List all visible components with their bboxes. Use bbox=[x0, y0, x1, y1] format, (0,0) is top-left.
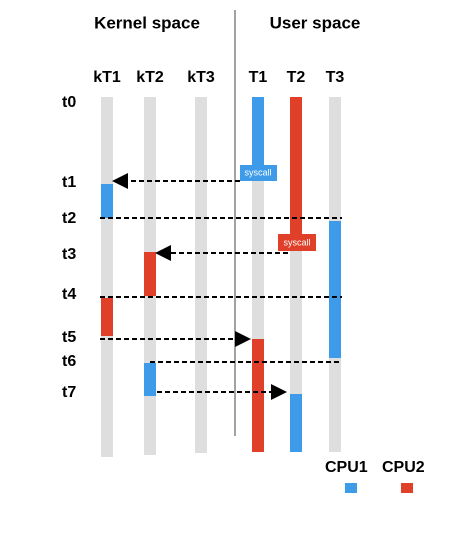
cpu2-segment bbox=[290, 97, 302, 237]
time-label: t5 bbox=[62, 329, 76, 346]
cpu2-segment bbox=[144, 252, 156, 296]
labels: kT1 kT2 kT3 T1 T2 T3 t0 t1 t2 t3 t4 t5 t6 t7 bbox=[62, 69, 344, 401]
cpu2-segment bbox=[252, 339, 264, 452]
cpu1-segment bbox=[252, 97, 264, 173]
time-label: t3 bbox=[62, 246, 76, 263]
user-header: User space bbox=[270, 13, 361, 32]
time-label: t4 bbox=[62, 286, 76, 303]
time-label: t6 bbox=[62, 353, 76, 370]
legend-label: CPU2 bbox=[382, 459, 425, 476]
cpu1-segment bbox=[329, 221, 341, 358]
time-label: t1 bbox=[62, 174, 76, 191]
cpu1-segment bbox=[144, 363, 156, 396]
segments bbox=[101, 97, 341, 452]
thread-label: kT3 bbox=[187, 69, 215, 86]
thread-label: kT1 bbox=[93, 69, 121, 86]
syscall-label: syscall bbox=[244, 167, 271, 177]
thread-bars bbox=[101, 97, 341, 457]
thread-label: T3 bbox=[326, 69, 345, 86]
syscall-label: syscall bbox=[283, 237, 310, 247]
kernel-header: Kernel space bbox=[94, 13, 200, 32]
transitions bbox=[100, 173, 342, 400]
syscall-box bbox=[278, 234, 316, 251]
bar bbox=[101, 97, 113, 457]
time-label: t7 bbox=[62, 384, 76, 401]
cpu1-segment bbox=[101, 184, 113, 218]
bar bbox=[195, 97, 207, 453]
syscall-box bbox=[240, 165, 277, 181]
cpu1-segment bbox=[290, 394, 302, 452]
thread-label: T1 bbox=[249, 69, 268, 86]
time-label: t2 bbox=[62, 210, 76, 227]
time-label: t0 bbox=[62, 94, 76, 111]
cpu2-segment bbox=[101, 298, 113, 336]
thread-label: kT2 bbox=[136, 69, 164, 86]
legend-label: CPU1 bbox=[325, 459, 368, 476]
legend-swatch bbox=[345, 483, 357, 493]
legend-swatch bbox=[401, 483, 413, 493]
thread-label: T2 bbox=[287, 69, 306, 86]
